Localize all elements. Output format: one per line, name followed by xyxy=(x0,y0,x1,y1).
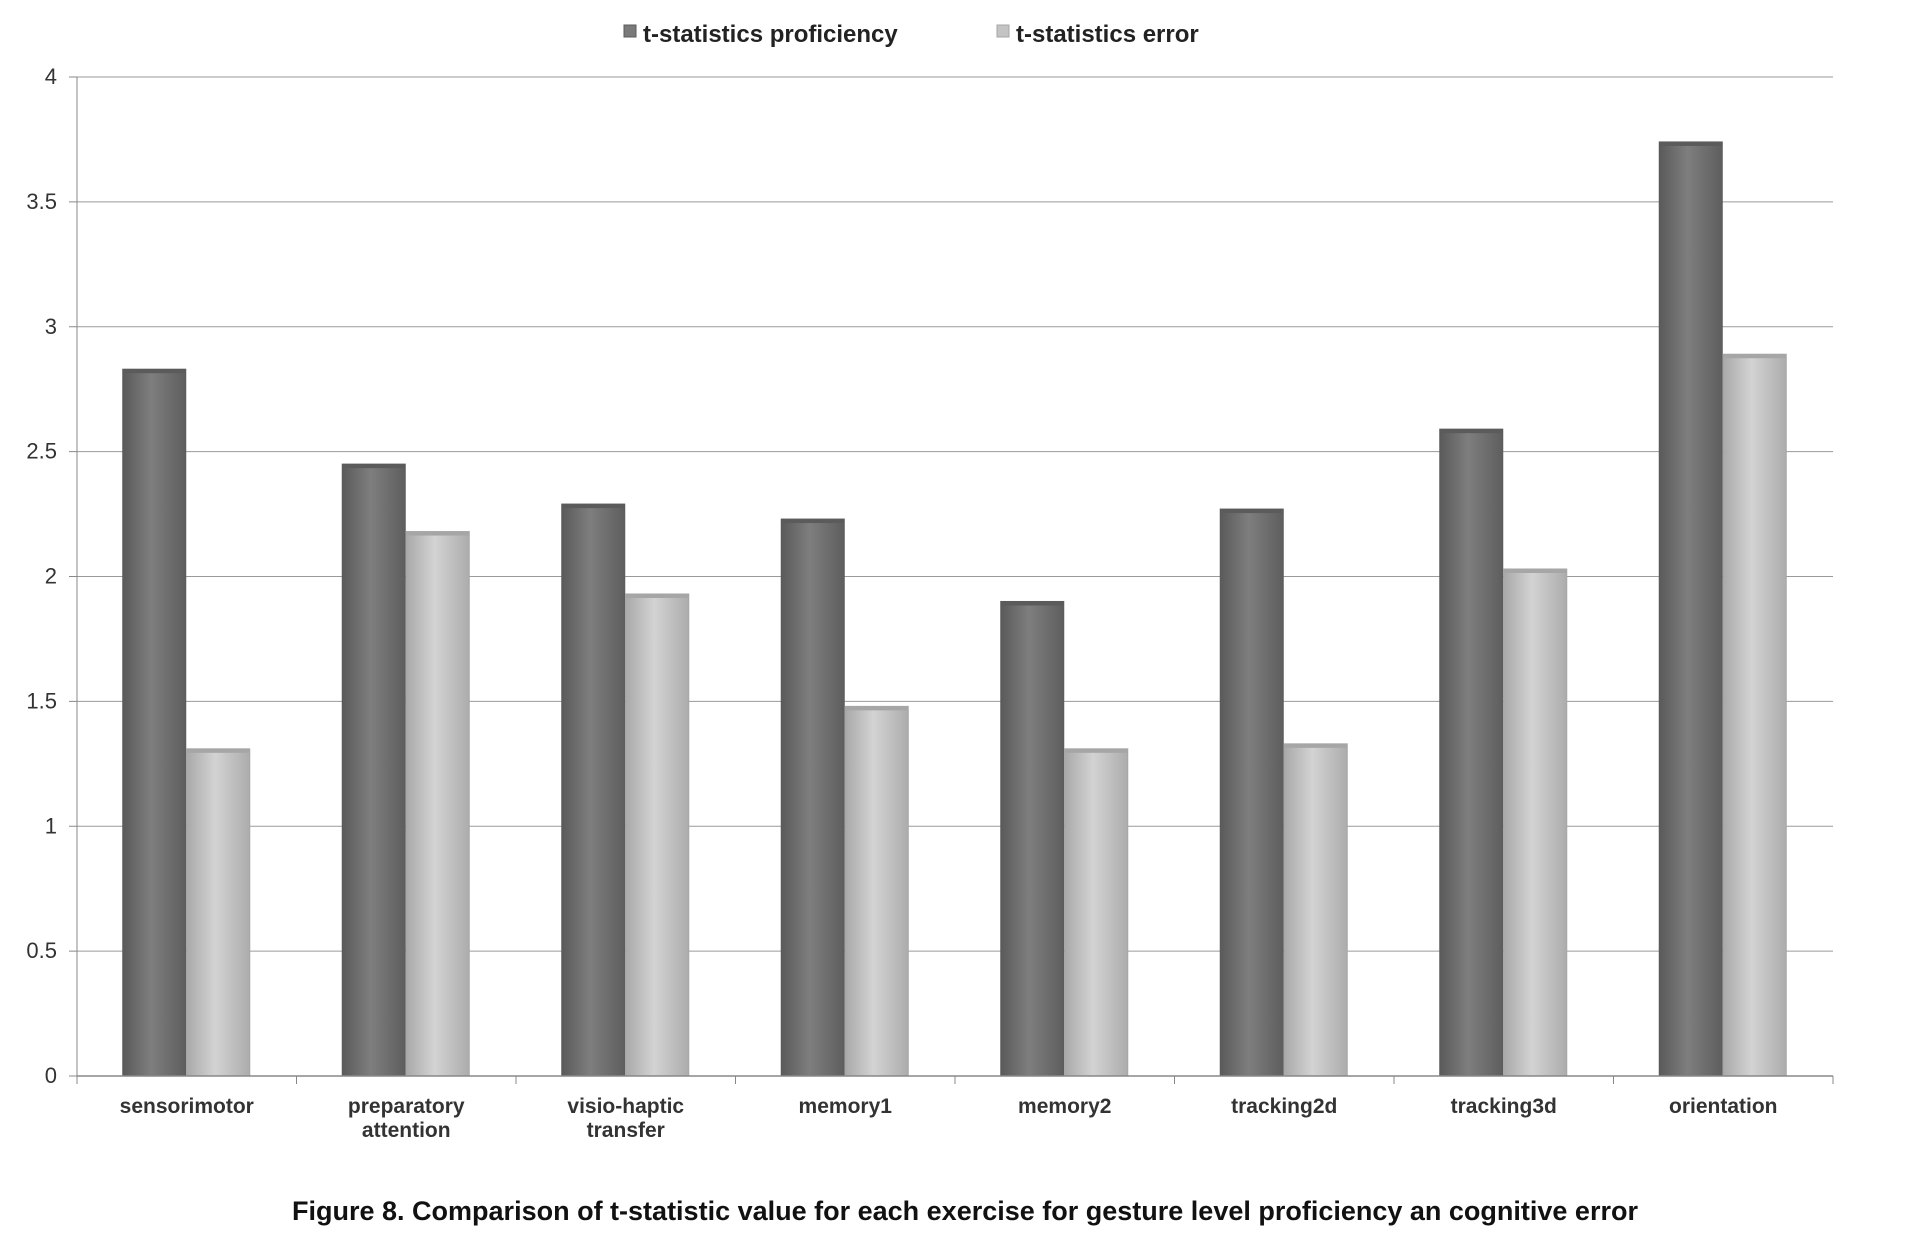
bar-error xyxy=(1064,748,1129,1077)
bar-cap xyxy=(122,369,186,374)
bar-cap xyxy=(342,464,406,469)
legend-label: t-statistics error xyxy=(1016,21,1199,48)
x-tick-label: sensorimotor xyxy=(120,1095,254,1118)
bar-proficiency xyxy=(122,368,187,1077)
bar-cap xyxy=(406,531,470,536)
bar-cap xyxy=(1284,743,1348,748)
x-axis-labels: sensorimotor preparatory attention visio-ha… xyxy=(120,1095,1778,1142)
y-tick-label: 0 xyxy=(45,1063,57,1088)
bar-cap xyxy=(1503,569,1567,574)
x-tick-label: tracking3d xyxy=(1451,1095,1557,1118)
x-tick-label: tracking2d xyxy=(1231,1095,1337,1118)
x-tick-label: memory2 xyxy=(1018,1095,1111,1118)
x-axis xyxy=(76,77,1834,1084)
bar-cap xyxy=(186,748,250,753)
bar-cap xyxy=(1723,354,1787,359)
bar-proficiency xyxy=(1000,600,1065,1077)
bar-proficiency xyxy=(561,503,626,1077)
y-tick-label: 3 xyxy=(45,314,57,339)
bars xyxy=(122,141,1787,1077)
bar-error xyxy=(1503,568,1568,1077)
bar-proficiency xyxy=(780,518,845,1077)
x-tick-label: preparatory attention xyxy=(348,1095,465,1142)
bar-cap xyxy=(1000,601,1064,606)
x-tick-label: visio-haptic transfer xyxy=(567,1095,684,1142)
legend-label: t-statistics proficiency xyxy=(643,21,898,48)
bar-proficiency xyxy=(1658,141,1723,1077)
y-axis-ticks: 0 0.5 1 1.5 2 2.5 3 3.5 4 xyxy=(26,64,77,1088)
bar-cap xyxy=(561,504,625,509)
legend-swatch xyxy=(996,24,1010,38)
bar-cap xyxy=(781,519,845,524)
bar-cap xyxy=(1439,429,1503,434)
legend: t-statistics proficiency t-statistics err… xyxy=(623,21,1199,48)
y-tick-label: 2 xyxy=(45,564,57,589)
y-tick-label: 1 xyxy=(45,813,57,838)
x-tick-label: memory1 xyxy=(799,1095,893,1118)
bar-error xyxy=(405,531,470,1077)
x-tick-label: orientation xyxy=(1669,1095,1778,1118)
legend-swatch xyxy=(623,24,637,38)
bar-proficiency xyxy=(1439,428,1504,1077)
bar-error xyxy=(844,705,909,1077)
bar-cap xyxy=(1220,509,1284,514)
y-tick-label: 2.5 xyxy=(26,439,57,464)
bar-cap xyxy=(1064,748,1128,753)
bar-cap xyxy=(1659,141,1723,146)
bar-chart: t-statistics proficiency t-statistics err… xyxy=(26,21,1834,1142)
bar-error xyxy=(625,593,690,1077)
figure-caption: Figure 8. Comparison of t-statistic valu… xyxy=(292,1196,1638,1226)
bar-proficiency xyxy=(1219,508,1284,1077)
bar-error xyxy=(1283,743,1348,1077)
gridlines xyxy=(77,76,1833,952)
y-tick-label: 1.5 xyxy=(26,688,57,713)
bar-error xyxy=(1722,353,1787,1077)
y-tick-label: 0.5 xyxy=(26,938,57,963)
y-tick-label: 3.5 xyxy=(26,189,57,214)
bar-proficiency xyxy=(341,463,406,1077)
bar-cap xyxy=(845,706,909,711)
bar-error xyxy=(186,748,251,1077)
y-tick-label: 4 xyxy=(45,64,57,89)
bar-cap xyxy=(625,593,689,598)
